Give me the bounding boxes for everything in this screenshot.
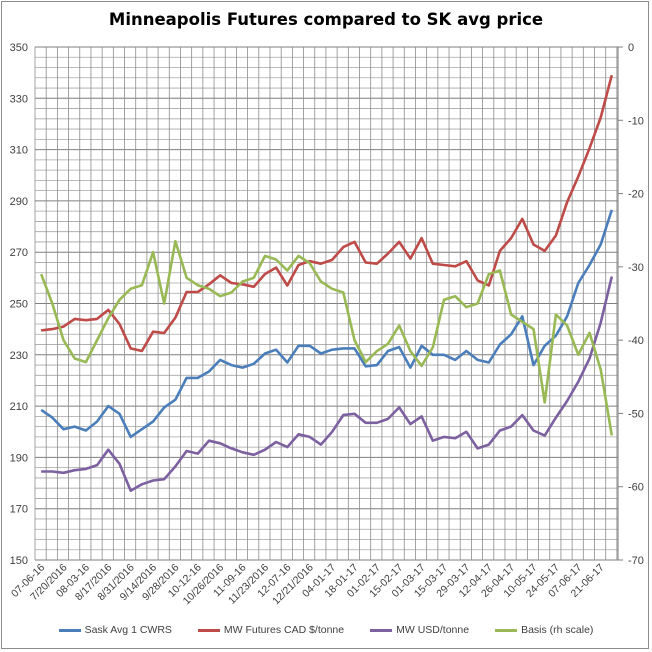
y-tick-label: 310: [10, 145, 28, 157]
y2-tick-label: -60: [628, 482, 644, 494]
legend-swatch: [370, 628, 393, 632]
y-tick-label: 350: [10, 42, 28, 54]
y-tick-label: 290: [10, 196, 28, 208]
series-lines: [39, 74, 614, 493]
y-tick-label: 250: [10, 299, 28, 311]
legend-item: Sask Avg 1 CWRS: [58, 624, 172, 636]
legend-item: MW Futures CAD $/tonne: [197, 624, 345, 636]
y2-tick-label: 0: [628, 42, 634, 54]
series-line-4: [39, 239, 614, 436]
chart-title: Minneapolis Futures compared to SK avg p…: [108, 10, 544, 29]
y-axis-left: 350 330 310 290 270 250 230 210 190 170 150: [10, 42, 28, 567]
x-axis: 07-06-167/20/201608-03-168/17/20168/31/2…: [9, 562, 607, 608]
y2-tick-label: -20: [628, 189, 644, 201]
y2-tick-label: -10: [628, 115, 644, 127]
y2-tick-label: -70: [628, 555, 644, 567]
legend-item: Basis (rh scale): [495, 624, 593, 636]
y-tick-label: 170: [10, 504, 28, 516]
y-axis-right: 0 -10 -20 -30 -40 -50 -60 -70: [628, 42, 644, 567]
y-tick-label: 230: [10, 350, 28, 362]
legend-label: Sask Avg 1 CWRS: [84, 624, 172, 636]
y-tick-label: 150: [10, 555, 28, 567]
y2-tick-label: -50: [628, 408, 644, 420]
legend-swatch: [58, 628, 81, 632]
y2-tick-label: -30: [628, 262, 644, 274]
legend-swatch: [197, 628, 220, 632]
y-tick-label: 330: [10, 93, 28, 105]
y-tick-label: 270: [10, 247, 28, 259]
legend-label: Basis (rh scale): [521, 624, 594, 636]
series-line-2: [41, 74, 614, 353]
y-tick-label: 210: [10, 401, 28, 413]
legend-label: MW USD/tonne: [396, 624, 470, 636]
y2-tick-label: -40: [628, 335, 644, 347]
legend: Sask Avg 1 CWRS MW Futures CAD $/tonne MW …: [0, 624, 652, 636]
grid: [34, 46, 623, 561]
legend-swatch: [495, 628, 518, 632]
legend-item: MW USD/tonne: [370, 624, 469, 636]
legend-label: MW Futures CAD $/tonne: [223, 624, 345, 636]
series-line-3: [41, 276, 614, 493]
y-tick-label: 190: [10, 452, 28, 464]
series-line-1: [40, 209, 614, 439]
